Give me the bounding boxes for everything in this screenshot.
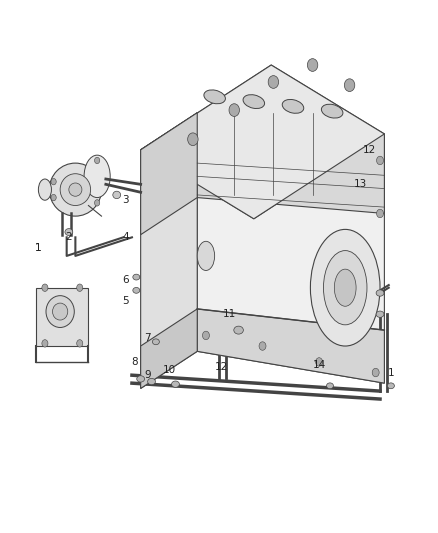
Ellipse shape (204, 90, 226, 104)
Text: 7: 7 (144, 333, 151, 343)
Text: 12: 12 (215, 362, 228, 372)
Polygon shape (197, 113, 385, 383)
Ellipse shape (323, 251, 367, 325)
Ellipse shape (243, 95, 265, 109)
Text: 12: 12 (363, 145, 376, 155)
Text: 1: 1 (388, 368, 394, 377)
Circle shape (229, 104, 240, 116)
Polygon shape (197, 309, 385, 383)
Circle shape (77, 284, 83, 292)
Ellipse shape (46, 296, 74, 327)
Circle shape (268, 76, 279, 88)
Text: 2: 2 (66, 232, 72, 243)
Ellipse shape (334, 269, 356, 306)
Ellipse shape (133, 274, 140, 280)
Circle shape (377, 209, 384, 217)
Text: 1: 1 (35, 243, 42, 253)
Circle shape (259, 342, 266, 350)
Ellipse shape (197, 241, 215, 270)
Ellipse shape (282, 100, 304, 114)
Ellipse shape (53, 303, 68, 320)
Text: 5: 5 (122, 296, 129, 306)
Polygon shape (36, 288, 88, 346)
Circle shape (377, 156, 384, 165)
Polygon shape (141, 113, 197, 235)
Ellipse shape (148, 378, 155, 385)
Circle shape (95, 200, 100, 206)
Ellipse shape (388, 383, 394, 389)
Text: 4: 4 (122, 232, 129, 243)
Ellipse shape (137, 376, 145, 382)
Ellipse shape (376, 290, 384, 296)
Text: 8: 8 (131, 357, 138, 367)
Ellipse shape (84, 155, 110, 198)
Ellipse shape (49, 163, 102, 216)
Ellipse shape (133, 287, 140, 293)
Ellipse shape (321, 104, 343, 118)
Ellipse shape (326, 383, 333, 389)
Ellipse shape (65, 229, 73, 236)
Circle shape (344, 79, 355, 92)
Circle shape (187, 133, 198, 146)
Text: 13: 13 (354, 179, 367, 189)
Ellipse shape (152, 339, 159, 345)
Text: 14: 14 (312, 360, 326, 369)
Circle shape (42, 284, 48, 292)
Text: 10: 10 (162, 365, 176, 375)
Polygon shape (141, 65, 385, 219)
Ellipse shape (311, 229, 380, 346)
Polygon shape (141, 65, 385, 219)
Ellipse shape (69, 183, 82, 196)
Text: 6: 6 (122, 274, 129, 285)
Ellipse shape (376, 311, 384, 317)
Ellipse shape (113, 191, 120, 199)
Ellipse shape (60, 174, 91, 206)
Circle shape (307, 59, 318, 71)
Polygon shape (141, 113, 197, 389)
Text: 11: 11 (223, 309, 237, 319)
Polygon shape (141, 309, 197, 389)
Polygon shape (197, 113, 385, 214)
Circle shape (77, 340, 83, 347)
Text: 1: 1 (35, 243, 42, 253)
Circle shape (42, 340, 48, 347)
Circle shape (95, 157, 100, 164)
Circle shape (51, 179, 56, 185)
Text: 3: 3 (122, 195, 129, 205)
Circle shape (202, 331, 209, 340)
Circle shape (372, 368, 379, 377)
Ellipse shape (234, 326, 244, 334)
Circle shape (316, 358, 322, 366)
Circle shape (51, 195, 56, 201)
Ellipse shape (172, 381, 180, 387)
Text: 9: 9 (144, 370, 151, 380)
Ellipse shape (39, 179, 51, 200)
